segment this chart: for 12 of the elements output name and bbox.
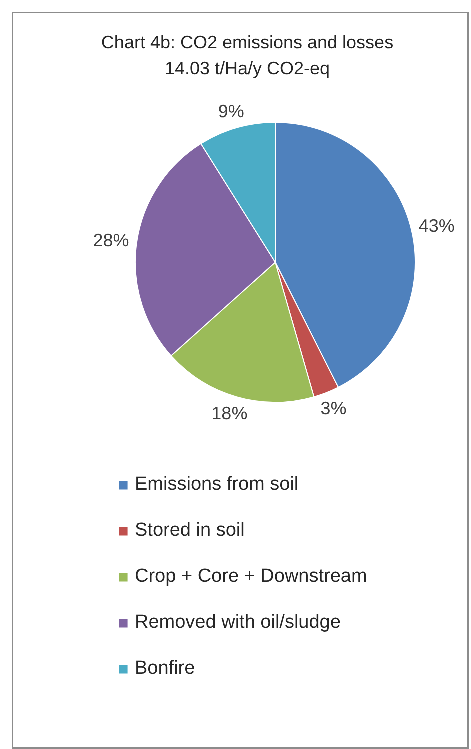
legend-label: Emissions from soil xyxy=(135,474,299,496)
data-label: 18% xyxy=(212,403,248,424)
legend-label: Stored in soil xyxy=(135,520,245,542)
legend-label: Removed with oil/sludge xyxy=(135,612,341,634)
data-label: 28% xyxy=(93,230,130,251)
data-label: 9% xyxy=(218,102,244,122)
chart-subtitle: 14.03 t/Ha/y CO2-eq xyxy=(164,58,330,78)
data-label: 43% xyxy=(418,216,455,236)
data-label: 3% xyxy=(320,398,347,419)
chart-title: Chart 4b: CO2 emissions and losses xyxy=(101,32,394,52)
legend-label: Bonfire xyxy=(135,658,196,680)
legend-label: Crop + Core + Downstream xyxy=(135,566,368,588)
